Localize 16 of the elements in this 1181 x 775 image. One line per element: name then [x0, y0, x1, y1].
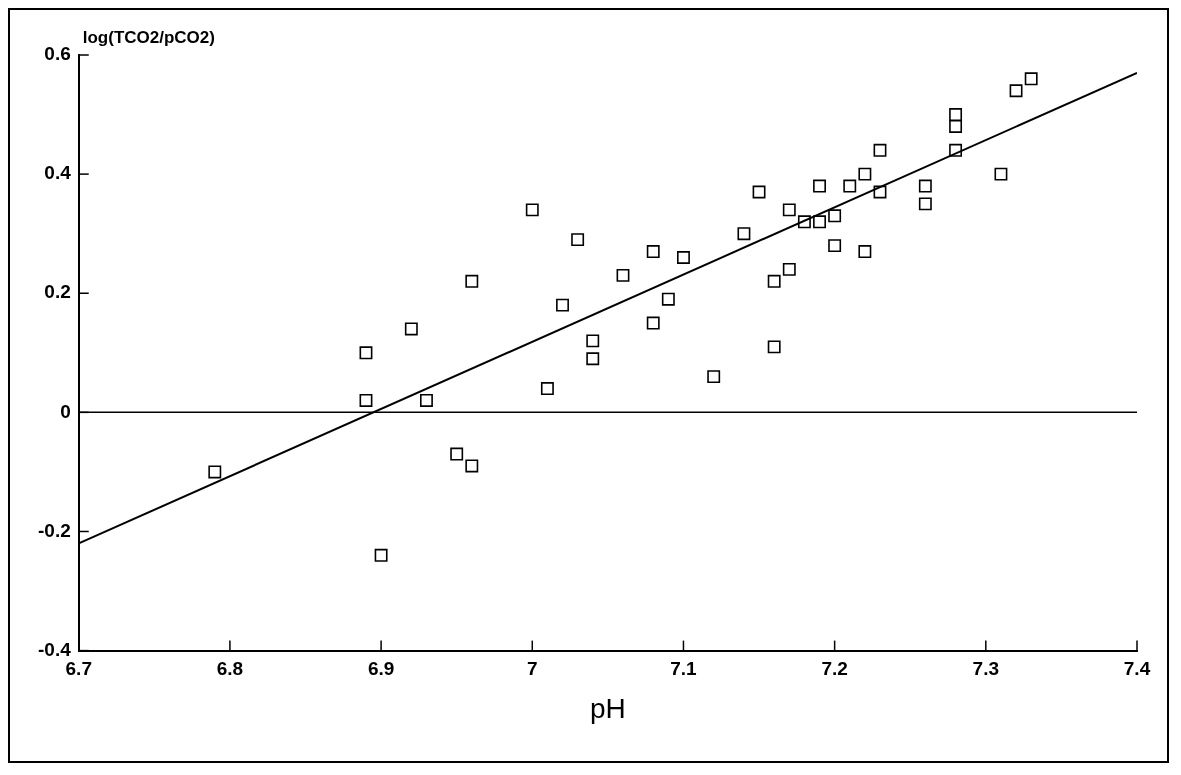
x-tick-label: 7	[526, 658, 538, 680]
x-tick-label: 6.9	[367, 658, 395, 680]
x-tick-label: 7.3	[972, 658, 1000, 680]
x-axis-title: pH	[589, 692, 626, 724]
y-tick-label: 0.4	[44, 162, 72, 184]
x-tick-label: 6.8	[216, 658, 244, 680]
y-tick-label: -0.4	[37, 638, 72, 660]
y-tick-label: 0	[60, 400, 71, 422]
y-tick-label: 0.2	[44, 281, 71, 303]
y-tick-label: 0.6	[44, 43, 71, 65]
y-tick-label: -0.2	[37, 519, 71, 541]
x-tick-label: 7.2	[821, 658, 848, 680]
x-tick-label: 7.1	[670, 658, 698, 680]
x-tick-label: 6.7	[65, 658, 92, 680]
y-axis-title: log(TCO2/pCO2)	[82, 28, 215, 48]
x-tick-label: 7.4	[1123, 658, 1151, 680]
